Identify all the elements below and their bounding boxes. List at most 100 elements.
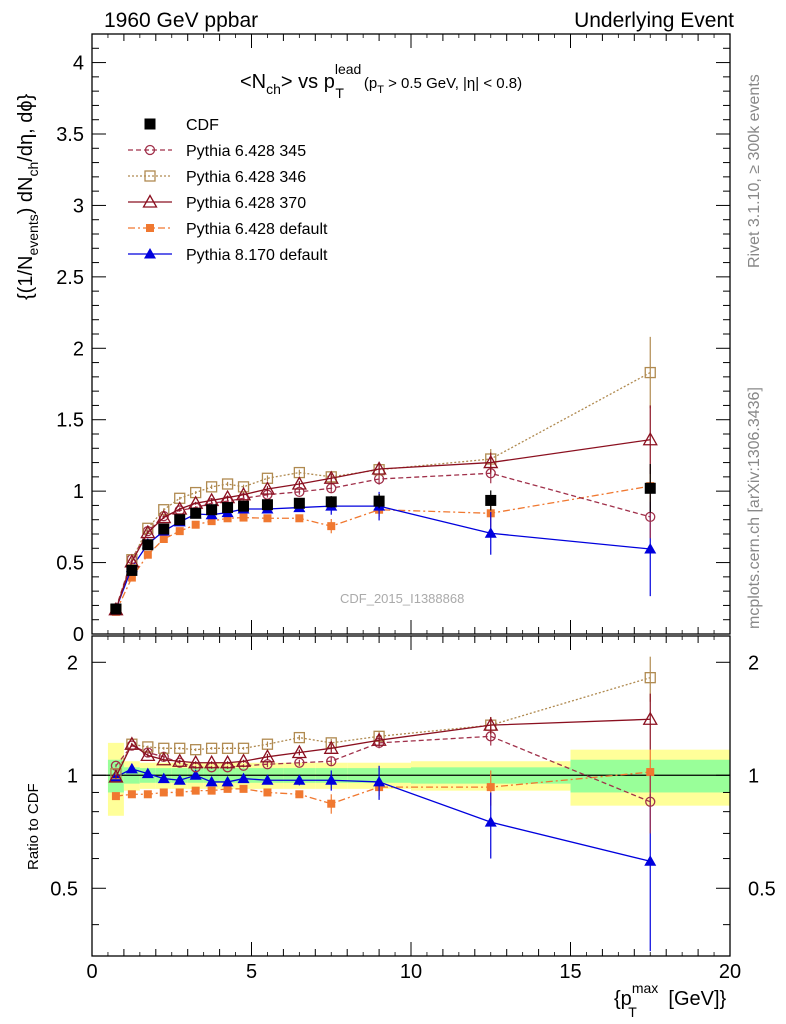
ratio-point-p346 [293, 731, 306, 744]
ratio-y-tick-label-left: 0.5 [50, 878, 78, 900]
ratio-series-p370 [108, 693, 658, 783]
main-point-p6def [207, 517, 216, 526]
legend-marker-cdf [144, 118, 156, 130]
main-point-cdf [293, 497, 305, 509]
ratio-point-p8def [221, 775, 234, 787]
main-point-p6def [263, 514, 272, 523]
ratio-point-p6def [207, 786, 216, 795]
ratio-point-p6def [295, 790, 304, 799]
ratio-point-p346 [644, 672, 656, 684]
main-y-tick-label: 0.5 [56, 553, 84, 575]
ratio-point-p6def [159, 788, 168, 797]
legend-entry-p6def: Pythia 6.428 default [128, 221, 328, 238]
main-plot-series [108, 336, 658, 616]
ratio-point-p370 [108, 769, 124, 783]
main-point-cdf [485, 494, 497, 506]
ratio-point-p346 [110, 768, 122, 780]
ratio-point-p345 [294, 757, 305, 768]
ratio-point-p6def [191, 786, 200, 795]
main-point-cdf [158, 523, 170, 535]
main-point-p6def [239, 513, 248, 522]
main-point-cdf [142, 539, 154, 551]
ratio-point-p8def [261, 774, 274, 785]
main-point-p6def [143, 550, 152, 559]
legend-entry-cdf: CDF [144, 117, 219, 134]
ratio-y-tick-label-right: 2 [748, 652, 759, 674]
ratio-point-p8def [141, 767, 154, 779]
ratio-point-p370 [371, 732, 387, 746]
legend-entry-p8def: Pythia 8.170 default [128, 247, 328, 264]
main-point-p8def [644, 543, 657, 554]
ratio-point-p370 [259, 748, 276, 763]
ratio-point-p8def [189, 769, 202, 780]
main-point-p6def [295, 514, 304, 523]
mcplots-credit-label: mcplots.cern.ch [arXiv:1306.3436] [746, 387, 763, 629]
ratio-y-tick-label-right: 1 [748, 765, 759, 787]
ratio-point-p370 [323, 740, 339, 754]
main-point-cdf [325, 496, 337, 508]
ratio-point-p6def [327, 799, 336, 808]
main-point-p6def [127, 573, 136, 582]
ratio-point-p6def [127, 790, 136, 799]
ratio-point-p6def [111, 792, 120, 801]
ratio-point-p8def [237, 772, 250, 784]
ratio-point-p370 [235, 753, 252, 767]
ratio-point-p370 [642, 711, 658, 725]
main-series-cdf [110, 464, 656, 615]
main-title: <Nch> vs plead T(pT > 0.5 GeV, |η| < 0.8) [240, 61, 522, 101]
ratio-point-p346 [221, 742, 234, 754]
main-point-p346 [237, 481, 250, 493]
x-tick-label: 10 [400, 961, 422, 983]
main-point-p370 [235, 486, 252, 501]
ratio-uncertainty-bands [92, 742, 730, 816]
ratio-point-p6def [263, 788, 272, 797]
ratio-point-p370 [172, 753, 188, 767]
legend-label-p345: Pythia 6.428 345 [186, 143, 306, 160]
ratio-point-p370 [219, 754, 236, 769]
main-point-p370 [140, 524, 156, 539]
ratio-point-p345 [326, 756, 337, 767]
ratio-point-p8def [293, 774, 306, 785]
main-y-tick-label: 2 [73, 338, 84, 360]
main-point-p370 [172, 501, 188, 515]
legend-marker-p6def [146, 224, 154, 232]
main-y-tick-label: 3.5 [56, 124, 84, 146]
ratio-point-p346 [174, 742, 186, 754]
main-point-cdf [222, 502, 234, 514]
ratio-point-p6def [143, 790, 152, 799]
ratio-line-p346 [115, 677, 651, 774]
main-point-p370 [371, 461, 387, 475]
main-point-p370 [483, 454, 499, 469]
x-tick-label: 5 [246, 961, 257, 983]
header-process: Underlying Event [574, 9, 734, 32]
ratio-point-p8def [373, 775, 386, 787]
main-y-tick-label: 3 [73, 195, 84, 217]
legend-label-p370: Pythia 6.428 370 [186, 195, 306, 212]
ratio-point-p6def [239, 784, 248, 793]
legend-label-p8def: Pythia 8.170 default [186, 247, 328, 264]
main-y-tick-label: 0 [73, 624, 84, 646]
main-point-p6def [191, 520, 200, 529]
ratio-y-tick-label-left: 2 [67, 652, 78, 674]
x-tick-label: 0 [86, 961, 97, 983]
ratio-line-p345 [115, 735, 651, 803]
ratio-point-p370 [140, 747, 156, 762]
ratio-point-p370 [204, 754, 220, 769]
main-point-p346 [205, 481, 218, 493]
main-point-p8def [484, 527, 497, 538]
ratio-point-p345 [645, 796, 656, 807]
ratio-series-p8def [109, 762, 657, 952]
ratio-plot-series [108, 656, 658, 952]
ratio-point-p6def [646, 768, 655, 777]
ratio-y-tick-label-right: 0.5 [748, 878, 776, 900]
main-line-p370 [115, 439, 651, 610]
main-point-p370 [642, 431, 658, 446]
ratio-point-p8def [157, 772, 170, 784]
header-energy: 1960 GeV ppbar [104, 9, 259, 32]
main-point-p346 [221, 478, 234, 490]
legend-label-p6def: Pythia 6.428 default [186, 221, 328, 238]
main-point-cdf [644, 482, 656, 494]
main-point-p346 [644, 366, 656, 379]
x-tick-label: 15 [559, 961, 581, 983]
